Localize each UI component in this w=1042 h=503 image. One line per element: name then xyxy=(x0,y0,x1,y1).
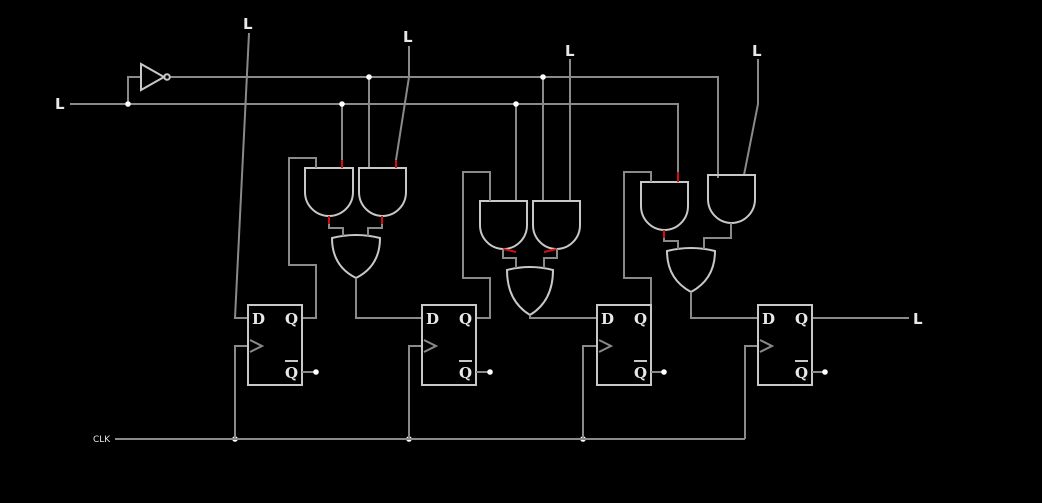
qbar-terminal xyxy=(487,369,493,375)
and-gate xyxy=(640,181,689,231)
or-output-wire xyxy=(690,292,758,319)
or-gate xyxy=(665,247,717,294)
and-gate xyxy=(304,167,354,217)
data-in-3-wire xyxy=(743,59,759,176)
clock-tap-ff3 xyxy=(582,345,597,439)
junction-dot xyxy=(513,101,519,107)
inverted-control-line xyxy=(170,76,719,178)
clock-tap-ff2 xyxy=(408,345,422,439)
d-pin-label: D xyxy=(426,310,439,328)
and-to-or-wire xyxy=(663,238,679,249)
feedback-wire xyxy=(462,171,491,319)
d-flipflop-3: D Q Q xyxy=(596,304,667,386)
clock-triangle xyxy=(759,339,775,353)
data-in-2-label: L xyxy=(565,42,575,60)
d-pin-label: D xyxy=(762,310,775,328)
qbar-terminal xyxy=(822,369,828,375)
or-output-wire xyxy=(529,315,597,319)
junction-dot xyxy=(125,101,131,107)
data-in-0-label: L xyxy=(243,15,253,33)
and-to-or-wire xyxy=(703,223,732,249)
qbar-pin-label: Q xyxy=(285,364,298,382)
and-gate xyxy=(358,167,407,217)
flipflop-body xyxy=(421,304,477,386)
clock-triangle xyxy=(423,339,439,353)
and-to-or-wire xyxy=(328,224,344,236)
not-gate-bubble xyxy=(163,73,171,81)
feedback-wire xyxy=(623,171,652,318)
d-flipflop-1: D Q Q xyxy=(247,304,319,386)
mux-stage-3 xyxy=(623,171,758,319)
clock-tap-ff4 xyxy=(744,345,758,439)
and-to-or-wire xyxy=(367,224,383,236)
q-pin-label: Q xyxy=(795,310,808,328)
q-pin-label: Q xyxy=(285,310,298,328)
junction-dot xyxy=(540,74,546,80)
junction-dot xyxy=(366,74,372,80)
clock-triangle xyxy=(598,339,614,353)
q-pin-label: Q xyxy=(634,310,647,328)
output-label: L xyxy=(913,310,923,328)
control-input-label: L xyxy=(55,95,65,113)
mux-stage-2 xyxy=(462,171,597,319)
control-bus xyxy=(70,32,759,319)
not-gate-body xyxy=(140,62,167,92)
qbar-pin-label: Q xyxy=(459,364,472,382)
and-gate xyxy=(707,174,756,224)
flipflop-body xyxy=(596,304,652,386)
junction-dot xyxy=(339,101,345,107)
d-pin-label: D xyxy=(601,310,614,328)
clock-triangle xyxy=(249,339,265,353)
and-gate xyxy=(532,200,581,250)
clock-tap-ff1 xyxy=(234,345,248,439)
qbar-terminal xyxy=(661,369,667,375)
qbar-terminal xyxy=(313,369,319,375)
and-to-or-wire xyxy=(543,249,558,268)
control-line xyxy=(70,103,679,178)
flipflop-body xyxy=(247,304,303,386)
data-in-0-wire xyxy=(233,32,250,319)
d-flipflop-2: D Q Q xyxy=(421,304,493,386)
qbar-pin-label: Q xyxy=(795,364,808,382)
not-gate xyxy=(140,62,171,92)
clock-bus xyxy=(115,345,758,440)
or-gate xyxy=(505,266,555,317)
inverter-input-wire xyxy=(127,76,141,104)
data-in-1-label: L xyxy=(403,28,413,46)
mux-stage-1 xyxy=(288,157,422,319)
d-pin-label: D xyxy=(252,310,265,328)
and-gate xyxy=(479,200,528,250)
q-pin-label: Q xyxy=(459,310,472,328)
or-output-wire xyxy=(355,278,422,319)
and-to-or-wire xyxy=(502,249,517,268)
clock-label: CLK xyxy=(93,435,111,445)
data-in-1-wire xyxy=(395,46,410,168)
data-in-3-label: L xyxy=(752,42,762,60)
d-flipflop-4: D Q Q xyxy=(757,304,828,386)
feedback-wire xyxy=(288,157,317,319)
qbar-pin-label: Q xyxy=(634,364,647,382)
or-gate xyxy=(330,234,382,280)
flipflop-body xyxy=(757,304,813,386)
